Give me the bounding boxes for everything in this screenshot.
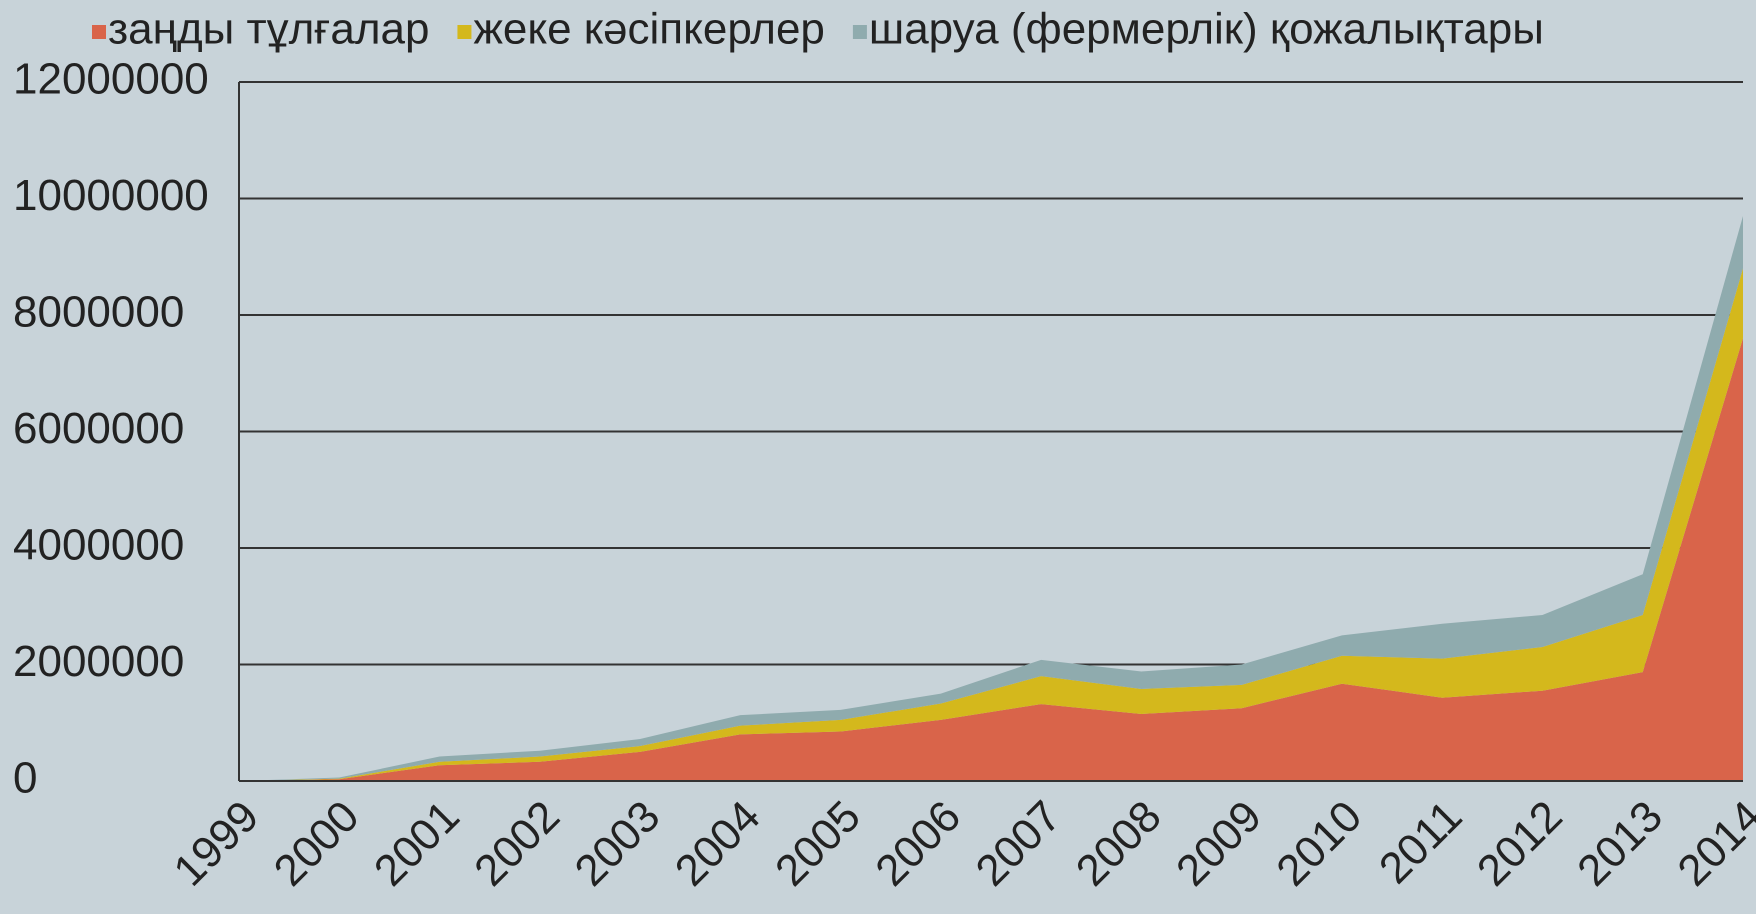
- x-tick-label: 2014: [1668, 792, 1756, 896]
- x-tick-label: 2001: [365, 792, 469, 896]
- legend-swatch: [852, 25, 867, 39]
- x-tick-label: 2000: [265, 792, 369, 896]
- area: [239, 338, 1743, 781]
- x-tick-label: 2011: [1370, 792, 1472, 894]
- y-tick-label: 12000000: [13, 55, 209, 104]
- x-tick-label: 2006: [866, 792, 970, 896]
- y-tick-label: 10000000: [13, 171, 209, 220]
- y-tick-label: 8000000: [13, 288, 184, 337]
- area: [239, 215, 1743, 782]
- x-tick-label: 1999: [164, 792, 268, 896]
- y-tick-label: 2000000: [13, 637, 184, 686]
- y-tick-label: 4000000: [13, 521, 184, 570]
- x-tick-label: 2004: [666, 792, 770, 896]
- legend-swatch: [457, 25, 472, 39]
- x-tick-label: 2010: [1267, 792, 1371, 896]
- x-tick-label: 2002: [465, 792, 569, 896]
- legend-label: шаруа (фермерлік) қожалықтары: [869, 5, 1544, 54]
- legend-swatch: [92, 25, 106, 39]
- legend-label: жеке кәсіпкерлер: [473, 5, 824, 54]
- y-tick-label: 0: [13, 754, 37, 803]
- y-tick-label: 6000000: [13, 404, 184, 453]
- x-tick-label: 2009: [1167, 792, 1271, 896]
- x-tick-label: 2007: [967, 792, 1071, 896]
- legend-label: заңды тұлғалар: [108, 5, 429, 54]
- x-tick-label: 2005: [766, 792, 870, 896]
- x-tick-label: 2012: [1468, 792, 1572, 896]
- x-tick-label: 2008: [1067, 792, 1171, 896]
- x-tick-label: 2013: [1568, 792, 1672, 896]
- x-tick-label: 2003: [565, 792, 669, 896]
